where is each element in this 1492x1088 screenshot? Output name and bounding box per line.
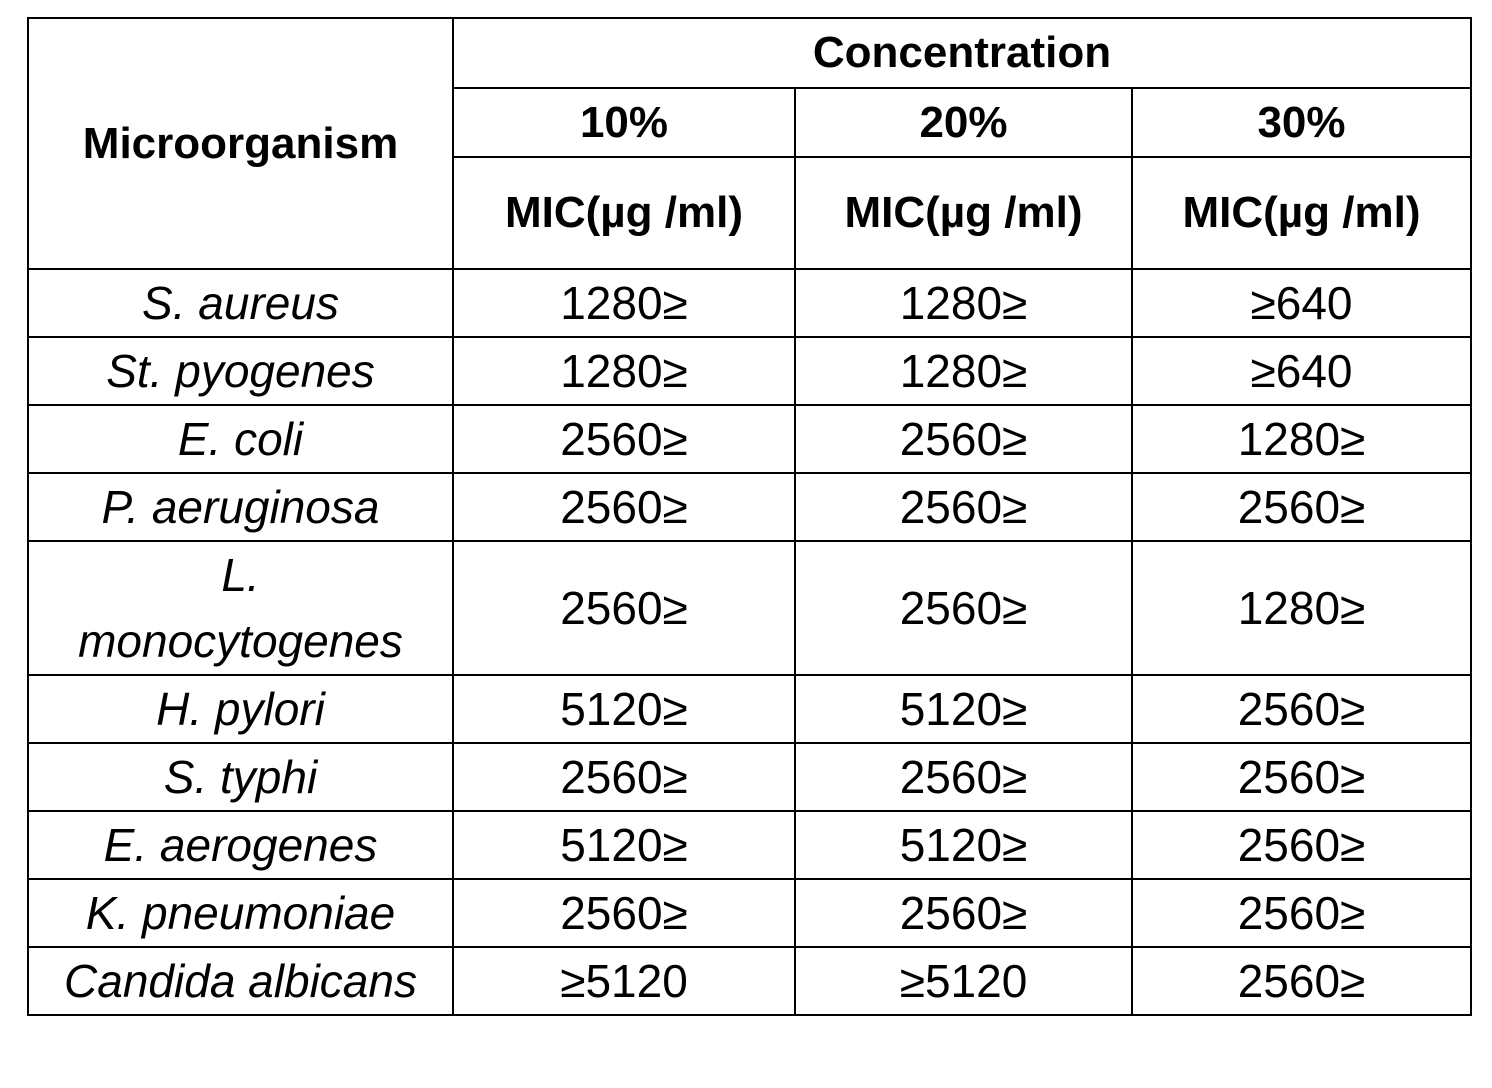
mic-value: 2560≥: [1131, 878, 1472, 948]
mic-value: 2560≥: [452, 540, 796, 676]
mic-value: 1280≥: [1131, 404, 1472, 474]
mic-value: 5120≥: [794, 810, 1133, 880]
mic-value: ≥640: [1131, 336, 1472, 406]
organism-cell: S. typhi: [27, 742, 454, 812]
data-row: H. pylori 5120≥ 5120≥ 2560≥: [27, 674, 1472, 744]
group-header: Concentration: [452, 17, 1472, 89]
table-head: Microorganism Concentration 10% 20% 30% MI…: [27, 17, 1472, 270]
mic-value: 2560≥: [794, 472, 1133, 542]
organism-name: K. pneumoniae: [85, 887, 396, 939]
mic-value: 2560≥: [794, 742, 1133, 812]
measure-header: MIC(µg /ml): [452, 156, 796, 270]
organism-cell: E. aerogenes: [27, 810, 454, 880]
mic-value: 2560≥: [452, 472, 796, 542]
organism-cell: E. coli: [27, 404, 454, 474]
header-row: 10% 20% 30%: [28, 87, 1472, 158]
mic-value: 1280≥: [1131, 540, 1472, 676]
data-row: St. pyogenes 1280≥ 1280≥ ≥640: [27, 336, 1472, 406]
organism-name: S. typhi: [163, 751, 318, 803]
header-row: MIC(µg /ml) MIC(µg /ml) MIC(µg /ml): [28, 156, 1472, 270]
mic-value: 2560≥: [452, 742, 796, 812]
organism-name: E. coli: [177, 413, 304, 465]
organism-name: S. aureus: [142, 277, 339, 329]
mic-value: 1280≥: [794, 268, 1133, 338]
data-row: S. typhi 2560≥ 2560≥ 2560≥: [27, 742, 1472, 812]
mic-table: Microorganism Concentration 10% 20% 30% MI…: [27, 17, 1472, 1016]
data-row: S. aureus 1280≥ 1280≥ ≥640: [27, 268, 1472, 338]
organism-name: Candida albicans: [64, 955, 417, 1007]
concentration-header: 30%: [1131, 87, 1472, 158]
organism-cell: P. aeruginosa: [27, 472, 454, 542]
mic-value: ≥5120: [452, 946, 796, 1016]
measure-header: MIC(µg /ml): [1131, 156, 1472, 270]
mic-value: 5120≥: [794, 674, 1133, 744]
data-row: E. coli 2560≥ 2560≥ 1280≥: [27, 404, 1472, 474]
organism-name: St. pyogenes: [106, 345, 375, 397]
organism-cell: H. pylori: [27, 674, 454, 744]
organism-cell: St. pyogenes: [27, 336, 454, 406]
mic-value: 2560≥: [1131, 674, 1472, 744]
organism-name: H. pylori: [156, 683, 325, 735]
mic-value: 2560≥: [452, 404, 796, 474]
organism-name: L. monocytogenes: [78, 549, 403, 667]
mic-value: 2560≥: [1131, 946, 1472, 1016]
data-row: L. monocytogenes 2560≥ 2560≥ 1280≥: [27, 540, 1472, 676]
mic-value: 2560≥: [1131, 472, 1472, 542]
mic-value: ≥640: [1131, 268, 1472, 338]
concentration-header: 10%: [452, 87, 796, 158]
data-row: K. pneumoniae 2560≥ 2560≥ 2560≥: [27, 878, 1472, 948]
header-row: Microorganism Concentration: [27, 17, 1472, 270]
measure-header: MIC(µg /ml): [794, 156, 1133, 270]
mic-value: 2560≥: [1131, 742, 1472, 812]
data-row: E. aerogenes 5120≥ 5120≥ 2560≥: [27, 810, 1472, 880]
organism-cell: L. monocytogenes: [27, 540, 454, 676]
mic-value: 1280≥: [452, 268, 796, 338]
mic-value: 2560≥: [794, 878, 1133, 948]
concentration-header: 20%: [794, 87, 1133, 158]
organism-name: E. aerogenes: [103, 819, 378, 871]
mic-value: 1280≥: [452, 336, 796, 406]
data-row: P. aeruginosa 2560≥ 2560≥ 2560≥: [27, 472, 1472, 542]
mic-value: ≥5120: [794, 946, 1133, 1016]
data-row: Candida albicans ≥5120 ≥5120 2560≥: [27, 946, 1472, 1016]
mic-value: 2560≥: [794, 540, 1133, 676]
mic-value: 5120≥: [452, 674, 796, 744]
mic-value: 2560≥: [452, 878, 796, 948]
organism-cell: S. aureus: [27, 268, 454, 338]
organism-cell: K. pneumoniae: [27, 878, 454, 948]
mic-value: 2560≥: [794, 404, 1133, 474]
table-body: S. aureus 1280≥ 1280≥ ≥640 St. pyogenes 1280≥…: [27, 268, 1472, 1016]
organism-cell: Candida albicans: [27, 946, 454, 1016]
mic-value: 5120≥: [452, 810, 796, 880]
organism-name: P. aeruginosa: [101, 481, 380, 533]
mic-value: 2560≥: [1131, 810, 1472, 880]
mic-value: 1280≥: [794, 336, 1133, 406]
row-header: Microorganism: [27, 17, 454, 270]
